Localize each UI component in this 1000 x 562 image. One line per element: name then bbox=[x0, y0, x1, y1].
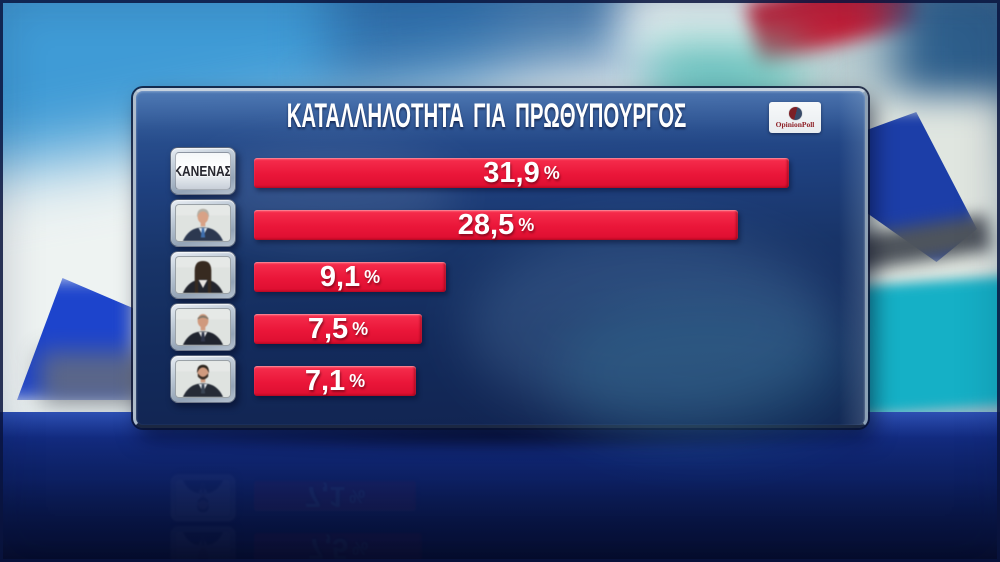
poll-row: 28,5 % bbox=[136, 199, 865, 247]
poll-row: 7,1 % bbox=[136, 355, 865, 403]
candidate-photo-frame bbox=[170, 303, 236, 351]
bar-value: 28,5 bbox=[457, 209, 515, 241]
result-bar: 28,5 % bbox=[254, 210, 738, 240]
bar-value: 7,5 bbox=[307, 313, 349, 345]
bar-value: 31,9 bbox=[483, 157, 540, 189]
photo-woman-long-dark-hair bbox=[175, 256, 231, 294]
bar-unit-percent: % bbox=[543, 163, 560, 183]
opinionpoll-logo: OpinionPoll bbox=[769, 102, 821, 133]
panel-edge-highlight bbox=[839, 91, 865, 425]
poll-panel: ΚΑΤΑΛΛΗΛΟΤΗΤΑ ΓΙΑ ΠΡΩΘΥΠΟΥΡΓΟΣ OpinionPo… bbox=[133, 88, 868, 446]
poll-title: ΚΑΤΑΛΛΗΛΟΤΗΤΑ ΓΙΑ ΠΡΩΘΥΠΟΥΡΓΟΣ bbox=[286, 97, 687, 135]
poll-row: 7,5 % bbox=[136, 303, 865, 351]
poll-row: 9,1 % bbox=[136, 251, 865, 299]
candidate-photo-frame bbox=[170, 251, 236, 299]
bar-value: 7,1 bbox=[304, 365, 346, 397]
bar-unit-percent: % bbox=[364, 267, 381, 287]
bar-unit-percent: % bbox=[349, 371, 366, 391]
result-bar: 31,9 % bbox=[254, 158, 789, 188]
result-bar: 9,1 % bbox=[254, 262, 446, 292]
category-label-inner: ΚΑΝΕΝΑΣ bbox=[175, 152, 231, 190]
category-label-box: ΚΑΝΕΝΑΣ bbox=[170, 147, 236, 195]
photo-older-man-dark-suit bbox=[175, 308, 231, 346]
photo-man-grey-hair-blue-tie bbox=[175, 204, 231, 242]
candidate-photo-frame bbox=[170, 355, 236, 403]
poll-rows: ΚΑΝΕΝΑΣ 31,9 % 28,5 % bbox=[136, 91, 865, 425]
result-bar: 7,1 % bbox=[254, 366, 416, 396]
bar-value: 9,1 bbox=[319, 261, 361, 293]
opinionpoll-logo-text: OpinionPoll bbox=[775, 120, 815, 129]
bar-unit-percent: % bbox=[518, 215, 535, 235]
photo-man-beard-dark-suit bbox=[175, 360, 231, 398]
opinionpoll-globe-icon bbox=[788, 107, 802, 120]
bar-unit-percent: % bbox=[352, 319, 369, 339]
candidate-photo-frame bbox=[170, 199, 236, 247]
category-label: ΚΑΝΕΝΑΣ bbox=[175, 162, 231, 180]
result-bar: 7,5 % bbox=[254, 314, 422, 344]
poll-row: ΚΑΝΕΝΑΣ 31,9 % bbox=[136, 147, 865, 195]
